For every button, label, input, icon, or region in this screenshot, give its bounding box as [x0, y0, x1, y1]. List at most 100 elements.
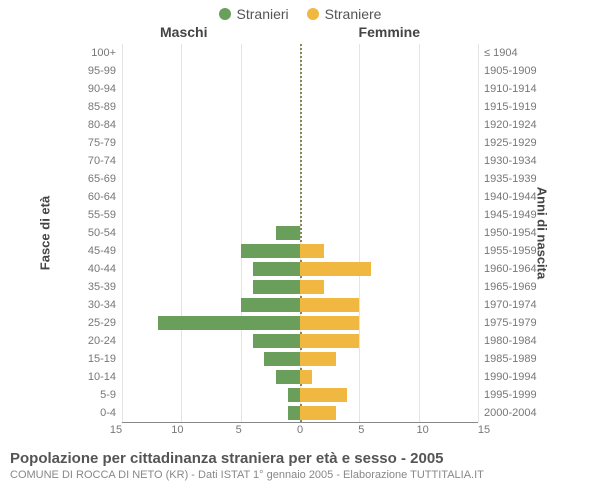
- bar-female: [300, 316, 359, 330]
- age-row: 50-541950-1954: [60, 224, 540, 242]
- bars: [122, 188, 478, 206]
- age-row: 5-91995-1999: [60, 386, 540, 404]
- age-label: 45-49: [60, 245, 122, 257]
- age-row: 70-74 1930-1934: [60, 152, 540, 170]
- x-tick: 5: [236, 424, 242, 436]
- header-female: Femmine: [359, 24, 420, 40]
- age-row: 45-491955-1959: [60, 242, 540, 260]
- bar-female: [300, 244, 324, 258]
- bar-male: [253, 262, 300, 276]
- bar-female: [300, 406, 336, 420]
- bar-female: [300, 280, 324, 294]
- y-axis-title-left: Fasce di età: [38, 196, 53, 270]
- bars: [122, 278, 478, 296]
- age-row: 90-941910-1914: [60, 80, 540, 98]
- birth-year-label: 1990-1994: [478, 371, 540, 383]
- x-tick: 5: [358, 424, 364, 436]
- age-label: 80-84: [60, 119, 122, 131]
- bars: [122, 368, 478, 386]
- age-row: 40-441960-1964: [60, 260, 540, 278]
- age-row: 95-991905-1909: [60, 62, 540, 80]
- age-row: 0-42000-2004: [60, 404, 540, 422]
- rows-container: 100+ ≤ 1904 95-991905-190990-941910-1914 85…: [60, 44, 540, 422]
- birth-year-label: 1965-1969: [478, 281, 540, 293]
- legend-swatch-female: [307, 8, 319, 20]
- bar-female: [300, 262, 371, 276]
- legend-swatch-male: [219, 8, 231, 20]
- age-label: 15-19: [60, 353, 122, 365]
- column-headers: Maschi Femmine: [0, 24, 600, 40]
- age-row: 100+ ≤ 1904: [60, 44, 540, 62]
- x-tick: 10: [417, 424, 429, 436]
- birth-year-label: 2000-2004: [478, 407, 540, 419]
- plot-area: Fasce di età Anni di nascita 100+≤ 19049…: [60, 44, 540, 422]
- bars: [122, 80, 478, 98]
- age-label: 70-74: [60, 155, 122, 167]
- bars: [122, 44, 478, 62]
- birth-year-label: 1995-1999: [478, 389, 540, 401]
- birth-year-label: 1920-1924: [478, 119, 540, 131]
- age-row: 10-14 1990-1994: [60, 368, 540, 386]
- bars: [122, 134, 478, 152]
- bar-female: [300, 334, 359, 348]
- age-label: 65-69: [60, 173, 122, 185]
- age-label: 30-34: [60, 299, 122, 311]
- age-row: 75-79 1925-1929: [60, 134, 540, 152]
- bar-male: [253, 280, 300, 294]
- birth-year-label: 1940-1944: [478, 191, 540, 203]
- footer: Popolazione per cittadinanza straniera p…: [10, 450, 590, 481]
- age-label: 10-14: [60, 371, 122, 383]
- age-row: 55-59 1945-1949: [60, 206, 540, 224]
- age-label: 35-39: [60, 281, 122, 293]
- legend-label-female: Straniere: [325, 6, 382, 22]
- bar-male: [276, 370, 300, 384]
- age-label: 100+: [60, 47, 122, 59]
- birth-year-label: ≤ 1904: [478, 47, 540, 59]
- age-label: 75-79: [60, 137, 122, 149]
- bar-male: [158, 316, 300, 330]
- birth-year-label: 1950-1954: [478, 227, 540, 239]
- bars: [122, 206, 478, 224]
- bars: [122, 116, 478, 134]
- bar-male: [288, 388, 300, 402]
- age-label: 90-94: [60, 83, 122, 95]
- age-label: 60-64: [60, 191, 122, 203]
- bar-female: [300, 352, 336, 366]
- chart-container: { "chart": { "type": "population-pyramid…: [0, 0, 600, 500]
- bar-male: [241, 244, 300, 258]
- x-tick: 15: [478, 424, 490, 436]
- bar-male: [276, 226, 300, 240]
- age-label: 85-89: [60, 101, 122, 113]
- chart-title: Popolazione per cittadinanza straniera p…: [10, 450, 590, 467]
- legend-item-male: Stranieri: [219, 6, 289, 22]
- age-row: 20-24 1980-1984: [60, 332, 540, 350]
- age-row: 60-64 1940-1944: [60, 188, 540, 206]
- bar-male: [253, 334, 300, 348]
- age-row: 80-84 1920-1924: [60, 116, 540, 134]
- bar-female: [300, 298, 359, 312]
- bars: [122, 152, 478, 170]
- age-label: 25-29: [60, 317, 122, 329]
- age-row: 30-34 1970-1974: [60, 296, 540, 314]
- birth-year-label: 1930-1934: [478, 155, 540, 167]
- birth-year-label: 1970-1974: [478, 299, 540, 311]
- bars: [122, 260, 478, 278]
- age-label: 40-44: [60, 263, 122, 275]
- birth-year-label: 1980-1984: [478, 335, 540, 347]
- bar-male: [288, 406, 300, 420]
- birth-year-label: 1925-1929: [478, 137, 540, 149]
- x-tick: 0: [297, 424, 303, 436]
- bar-male: [241, 298, 300, 312]
- birth-year-label: 1935-1939: [478, 173, 540, 185]
- birth-year-label: 1945-1949: [478, 209, 540, 221]
- bars: [122, 170, 478, 188]
- age-row: 25-291975-1979: [60, 314, 540, 332]
- age-label: 20-24: [60, 335, 122, 347]
- bars: [122, 404, 478, 422]
- age-label: 55-59: [60, 209, 122, 221]
- header-male: Maschi: [160, 24, 207, 40]
- x-tick: 10: [171, 424, 183, 436]
- bar-male: [264, 352, 300, 366]
- age-row: 35-39 1965-1969: [60, 278, 540, 296]
- chart-subtitle: COMUNE DI ROCCA DI NETO (KR) - Dati ISTA…: [10, 469, 590, 481]
